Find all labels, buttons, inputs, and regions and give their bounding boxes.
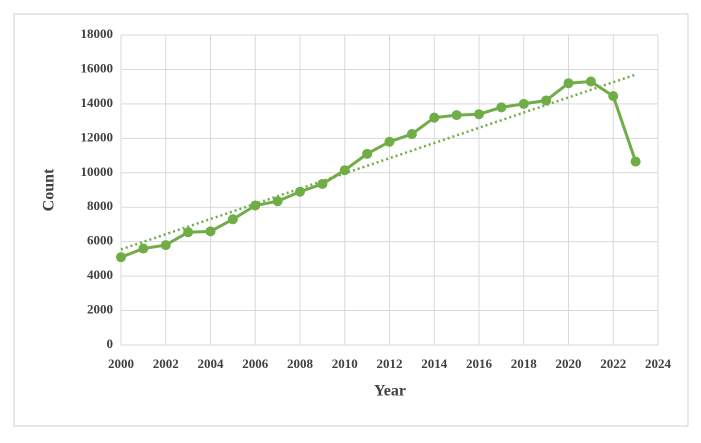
y-axis-label: Count (41, 168, 58, 211)
x-tick-label: 2016 (466, 356, 493, 371)
y-tick-label: 14000 (81, 95, 114, 110)
data-point (585, 76, 596, 87)
data-point (630, 156, 641, 167)
y-tick-label: 10000 (81, 164, 114, 179)
x-tick-label: 2018 (511, 356, 538, 371)
data-point (272, 196, 283, 207)
data-point (474, 109, 484, 120)
x-tick-label: 2010 (332, 356, 358, 371)
x-tick-label: 2020 (556, 356, 582, 371)
trendline (120, 73, 637, 251)
y-tick-label: 6000 (87, 233, 113, 248)
y-tick-label: 0 (107, 336, 114, 351)
data-point (362, 148, 373, 159)
x-tick-label: 2004 (198, 356, 225, 371)
data-point (183, 227, 194, 238)
y-tick-label: 16000 (81, 60, 114, 75)
y-tick-label: 18000 (81, 26, 114, 41)
data-point (384, 136, 395, 147)
y-tick-label: 8000 (87, 198, 113, 213)
x-tick-label: 2012 (377, 356, 403, 371)
x-tick-label: 2008 (287, 356, 314, 371)
data-point (451, 110, 462, 121)
data-point (138, 243, 149, 254)
y-tick-label: 4000 (87, 267, 113, 282)
data-point (205, 226, 216, 237)
y-tick-label: 12000 (81, 129, 114, 144)
data-point (541, 95, 552, 106)
x-tick-label: 2000 (108, 356, 134, 371)
data-point (496, 102, 507, 113)
data-point (608, 91, 619, 102)
x-tick-label: 2014 (421, 356, 448, 371)
data-point (250, 200, 261, 211)
data-point (339, 165, 350, 176)
y-tick-label: 2000 (87, 302, 113, 317)
data-point (563, 78, 574, 89)
x-tick-label: 2024 (645, 356, 672, 371)
x-axis-label: Year (374, 383, 406, 400)
x-tick-label: 2022 (600, 356, 626, 371)
data-point (406, 129, 417, 140)
data-point (518, 98, 529, 109)
data-point (227, 214, 238, 225)
x-tick-label: 2002 (153, 356, 179, 371)
data-point (295, 186, 305, 197)
data-point (116, 252, 126, 263)
data-point (160, 240, 171, 251)
data-point (429, 112, 440, 123)
x-tick-label: 2006 (242, 356, 269, 371)
